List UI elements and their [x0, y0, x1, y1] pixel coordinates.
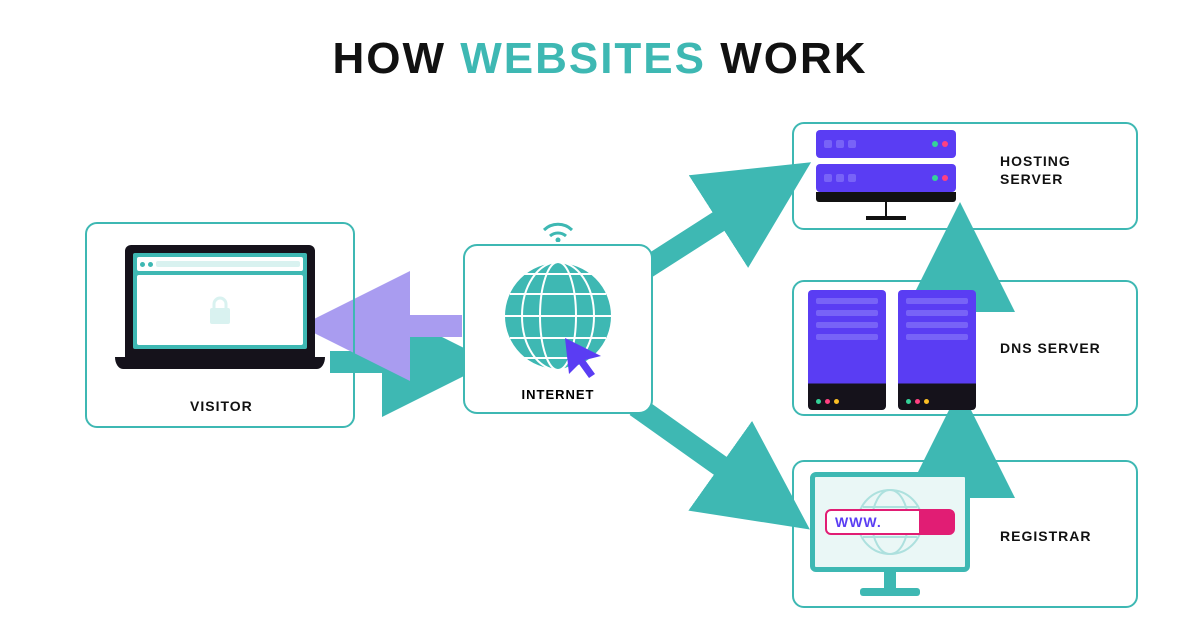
- url-bar: WWW.: [825, 509, 955, 535]
- edge-internet-registrar: [636, 406, 774, 504]
- url-text: WWW.: [827, 514, 882, 530]
- dns-servers-icon: [808, 290, 976, 410]
- internet-node: INTERNET: [463, 244, 653, 414]
- registrar-label: REGISTRAR: [1000, 528, 1091, 544]
- title-word-1: HOW: [332, 34, 446, 83]
- visitor-label: VISITOR: [190, 398, 253, 414]
- cursor-icon: [561, 334, 605, 378]
- diagram-title: HOW WEBSITES WORK: [0, 34, 1200, 84]
- internet-label: INTERNET: [465, 387, 651, 402]
- laptop-icon: [115, 245, 325, 380]
- server-rack-icon: [816, 130, 956, 220]
- hosting-label-text: HOSTING SERVER: [1000, 153, 1071, 187]
- registrar-monitor-icon: WWW.: [810, 472, 970, 596]
- hosting-label: HOSTING SERVER: [1000, 152, 1110, 188]
- title-word-2: WEBSITES: [460, 34, 706, 83]
- dns-label: DNS SERVER: [1000, 340, 1101, 356]
- wifi-icon: [538, 218, 578, 242]
- edge-internet-hosting: [646, 186, 774, 268]
- title-word-3: WORK: [720, 34, 867, 83]
